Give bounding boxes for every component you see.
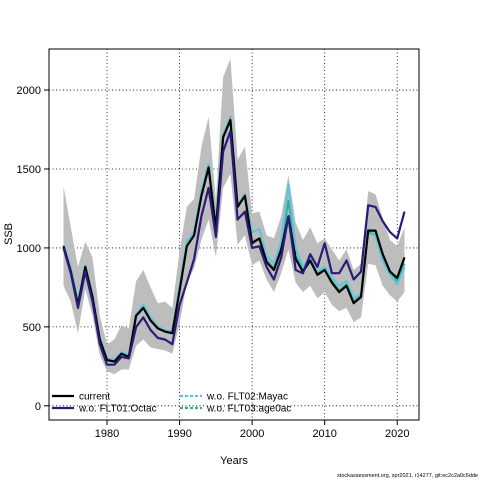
plot-frame [48, 48, 420, 421]
x-tick-label-2010: 2010 [312, 428, 336, 440]
y-axis: 0 500 1000 1500 2000 [17, 85, 49, 413]
legend-label-2: w.o. FLT02:Mayac [206, 392, 288, 403]
legend-label-0: current [79, 392, 110, 403]
x-tick-label-1990: 1990 [167, 428, 191, 440]
legend-label-3: w.o. FLT03:age0ac [206, 404, 291, 415]
footnote: stockassessment.org, spr2021, r14277, gi… [337, 473, 478, 479]
y-tick-label-1000: 1000 [17, 243, 41, 255]
series-layer [62, 116, 406, 366]
x-tick-label-2000: 2000 [240, 428, 264, 440]
y-tick-label-0: 0 [35, 401, 41, 413]
y-axis-title: SSB [3, 223, 15, 245]
x-axis: 1980 1990 2000 2010 2020 [95, 420, 409, 440]
x-tick-label-2020: 2020 [385, 428, 409, 440]
y-tick-label-2000: 2000 [17, 85, 41, 97]
confidence-band-layer [63, 58, 405, 375]
series-line-current [62, 118, 406, 363]
x-tick-label-1980: 1980 [95, 428, 119, 440]
x-axis-title: Years [220, 455, 248, 467]
series-line-w-o-flt01-octac [62, 130, 406, 366]
legend-label-1: w.o. FLT01:Octac [78, 404, 157, 415]
y-tick-label-500: 500 [23, 322, 41, 334]
y-tick-label-1500: 1500 [17, 164, 41, 176]
confidence-band [63, 58, 405, 375]
